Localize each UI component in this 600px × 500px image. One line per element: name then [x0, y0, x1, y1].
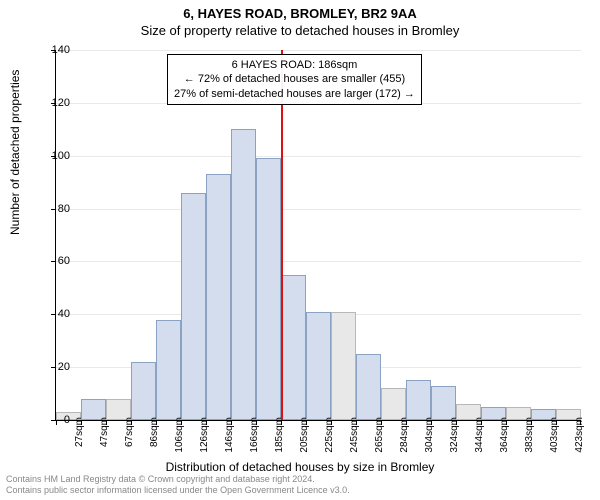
histogram-bar — [356, 354, 381, 420]
x-tick-mark — [81, 420, 82, 425]
x-tick-label: 47sqm — [99, 417, 110, 447]
x-tick-mark — [481, 420, 482, 425]
gridline — [56, 261, 581, 262]
x-tick-mark — [106, 420, 107, 425]
plot-area: 27sqm47sqm67sqm86sqm106sqm126sqm146sqm16… — [55, 50, 581, 421]
x-tick-label: 324sqm — [449, 417, 460, 453]
callout-box: 6 HAYES ROAD: 186sqm ← 72% of detached h… — [167, 54, 422, 105]
gridline — [56, 50, 581, 51]
x-tick-mark — [431, 420, 432, 425]
histogram-bar — [231, 129, 256, 420]
x-tick-mark — [406, 420, 407, 425]
page-title: 6, HAYES ROAD, BROMLEY, BR2 9AA — [0, 0, 600, 21]
y-tick-label: 120 — [40, 97, 70, 109]
x-tick-label: 225sqm — [324, 417, 335, 453]
histogram-bar — [206, 174, 231, 420]
x-tick-mark — [381, 420, 382, 425]
histogram-bar — [306, 312, 331, 420]
histogram-bar — [156, 320, 181, 420]
histogram-bar — [131, 362, 156, 420]
callout-line-1: 6 HAYES ROAD: 186sqm — [174, 58, 415, 72]
histogram-bar — [256, 158, 281, 420]
x-tick-mark — [256, 420, 257, 425]
x-tick-label: 304sqm — [424, 417, 435, 453]
x-tick-label: 344sqm — [474, 417, 485, 453]
histogram-bar — [431, 386, 456, 420]
x-tick-label: 423sqm — [574, 417, 585, 453]
x-tick-label: 106sqm — [174, 417, 185, 453]
attribution: Contains HM Land Registry data © Crown c… — [6, 474, 350, 497]
x-tick-mark — [156, 420, 157, 425]
callout-line-2: ← 72% of detached houses are smaller (45… — [174, 72, 415, 86]
x-tick-mark — [281, 420, 282, 425]
y-tick-label: 60 — [40, 255, 70, 267]
x-tick-mark — [556, 420, 557, 425]
x-tick-label: 27sqm — [74, 417, 85, 447]
histogram-bar — [331, 312, 356, 420]
x-tick-mark — [531, 420, 532, 425]
x-tick-label: 284sqm — [399, 417, 410, 453]
x-tick-label: 67sqm — [124, 417, 135, 447]
x-tick-mark — [206, 420, 207, 425]
x-tick-label: 265sqm — [374, 417, 385, 453]
histogram-bar — [281, 275, 306, 420]
x-axis-label: Distribution of detached houses by size … — [0, 460, 600, 474]
histogram-chart: 27sqm47sqm67sqm86sqm106sqm126sqm146sqm16… — [55, 50, 580, 420]
y-tick-label: 140 — [40, 44, 70, 56]
y-tick-label: 0 — [40, 414, 70, 426]
y-tick-label: 80 — [40, 203, 70, 215]
y-tick-label: 100 — [40, 150, 70, 162]
attribution-line-1: Contains HM Land Registry data © Crown c… — [6, 474, 350, 485]
x-tick-label: 403sqm — [549, 417, 560, 453]
gridline — [56, 209, 581, 210]
x-tick-mark — [456, 420, 457, 425]
x-tick-mark — [506, 420, 507, 425]
x-tick-mark — [356, 420, 357, 425]
x-tick-label: 146sqm — [224, 417, 235, 453]
x-tick-label: 185sqm — [274, 417, 285, 453]
x-tick-label: 364sqm — [499, 417, 510, 453]
x-tick-label: 245sqm — [349, 417, 360, 453]
x-tick-mark — [181, 420, 182, 425]
histogram-bar — [406, 380, 431, 420]
highlight-line — [281, 50, 283, 420]
x-tick-mark — [331, 420, 332, 425]
x-tick-label: 86sqm — [149, 417, 160, 447]
y-tick-label: 40 — [40, 308, 70, 320]
x-tick-label: 126sqm — [199, 417, 210, 453]
y-axis-label: Number of detached properties — [8, 70, 22, 235]
histogram-bar — [381, 388, 406, 420]
x-tick-mark — [580, 420, 581, 425]
x-tick-label: 205sqm — [299, 417, 310, 453]
attribution-line-2: Contains public sector information licen… — [6, 485, 350, 496]
x-tick-label: 166sqm — [249, 417, 260, 453]
gridline — [56, 156, 581, 157]
x-tick-mark — [131, 420, 132, 425]
y-tick-label: 20 — [40, 361, 70, 373]
x-tick-mark — [306, 420, 307, 425]
callout-line-3: 27% of semi-detached houses are larger (… — [174, 87, 415, 101]
histogram-bar — [181, 193, 206, 420]
page-subtitle: Size of property relative to detached ho… — [0, 21, 600, 38]
x-tick-label: 383sqm — [524, 417, 535, 453]
x-tick-mark — [231, 420, 232, 425]
